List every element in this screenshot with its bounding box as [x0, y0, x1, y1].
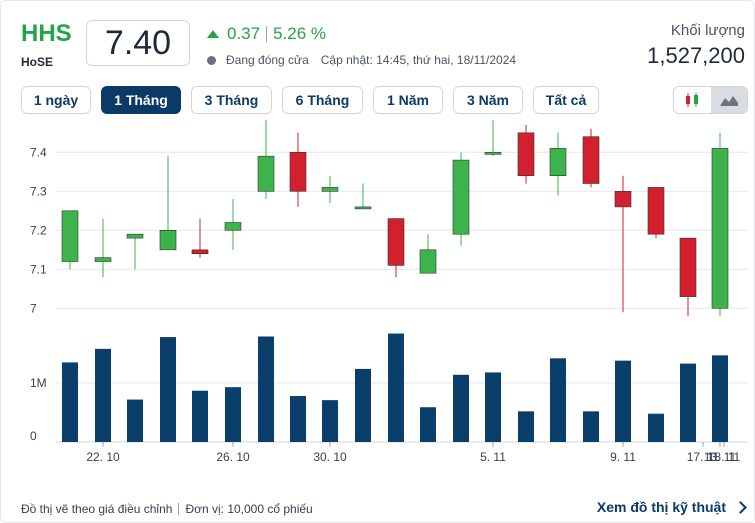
range-selector: 1 ngày 1 Tháng 3 Tháng 6 Tháng 1 Năm 3 N…: [21, 86, 599, 114]
candlestick-view-button[interactable]: [674, 87, 711, 113]
volume-bar: [583, 411, 599, 442]
volume-bar: [322, 400, 338, 442]
volume-tick-label: 0: [30, 429, 37, 443]
range-3-years-button[interactable]: 3 Năm: [453, 86, 523, 114]
status-text: Đang đóng cửa: [226, 53, 309, 67]
candle-body: [517, 132, 535, 177]
candle-body: [387, 218, 405, 266]
price-value: 7.40: [104, 23, 172, 62]
status-dot-icon: [207, 55, 216, 65]
price-tick-label: 7: [30, 301, 37, 315]
volume-bar: [680, 363, 696, 442]
candle-body: [94, 257, 112, 262]
price-tick-label: 7.2: [30, 223, 47, 237]
price-tick-label: 7.1: [30, 262, 47, 276]
exchange-label: HoSE: [21, 55, 54, 69]
volume-bar: [160, 337, 176, 442]
candle-body: [647, 187, 665, 235]
candle-body: [452, 159, 470, 235]
range-6-months-button[interactable]: 6 Tháng: [282, 86, 363, 114]
volume-bar: [550, 358, 566, 442]
unit-note: Đơn vị: 10,000 cổ phiếu: [185, 502, 313, 516]
price-change: 0.37 5.26 %: [207, 24, 326, 44]
volume-bar: [388, 333, 404, 442]
ticker-symbol: HHS: [21, 20, 72, 47]
divider: [266, 26, 268, 42]
area-chart-icon: [719, 96, 738, 106]
volume-value: 1,527,200: [647, 43, 745, 68]
x-tick-label: 5. 11: [480, 450, 506, 464]
volume-bar: [355, 368, 371, 442]
volume-bar: [95, 348, 111, 442]
volume-bar: [485, 372, 501, 442]
area-view-button[interactable]: [710, 87, 747, 113]
volume-bar: [420, 407, 436, 442]
range-1-year-button[interactable]: 1 Năm: [373, 86, 443, 114]
technical-chart-label: Xem đồ thị kỹ thuật: [596, 499, 726, 515]
candle-body: [679, 237, 697, 297]
change-percent: 5.26 %: [273, 24, 327, 43]
market-status: Đang đóng cửa Cập nhật: 14:45, thứ hai, …: [207, 53, 516, 67]
candle-body: [549, 148, 567, 176]
x-tick-label: 26. 10: [216, 450, 250, 464]
change-value: 0.37: [227, 24, 261, 43]
candle-body: [257, 155, 275, 192]
candle-body: [354, 206, 372, 210]
volume-bar: [127, 399, 143, 442]
range-all-button[interactable]: Tất cả: [533, 86, 599, 114]
x-tick-label: 22. 10: [86, 450, 120, 464]
candle-body: [159, 230, 177, 251]
volume-bar: [712, 355, 728, 442]
x-tick-label: 30. 10: [313, 450, 347, 464]
volume-bar: [615, 360, 631, 442]
x-tick-label: 9. 11: [610, 450, 636, 464]
candle-body: [614, 191, 632, 208]
updated-time: Cập nhật: 14:45, thứ hai, 18/11/2024: [320, 53, 517, 67]
chart-footnote: Đồ thị vẽ theo giá điều chỉnh Đơn vị: 10…: [21, 502, 313, 516]
candle-body: [289, 151, 307, 192]
candle-body: [711, 148, 729, 309]
volume-bar: [62, 362, 78, 442]
x-tick-label: 18. 11: [708, 450, 741, 464]
candlestick-icon: [686, 93, 699, 107]
triangle-up-icon: [207, 30, 219, 38]
candle-body: [321, 187, 339, 192]
volume-bar: [518, 411, 534, 442]
divider: [178, 503, 180, 515]
volume-tick-label: 1M: [30, 376, 47, 390]
x-tick-label: 13. 11: [704, 450, 737, 464]
volume-bar: [225, 387, 241, 442]
price-tick-label: 7.3: [30, 184, 47, 198]
volume-bar: [192, 390, 208, 442]
chart-type-toggle: [673, 86, 748, 114]
candle-body: [126, 233, 144, 239]
range-3-months-button[interactable]: 3 Tháng: [191, 86, 272, 114]
volume-bar: [453, 374, 469, 442]
candle-body: [419, 249, 437, 274]
price-chart[interactable]: 7 7.1 7.2 7.3 7.4 0 1M 22. 10 26. 10 30. 10 5. 11 9…: [0, 120, 755, 470]
price-tick-label: 7.4: [30, 145, 47, 159]
range-1-day-button[interactable]: 1 ngày: [21, 86, 91, 114]
candle-body: [582, 136, 600, 184]
technical-chart-link[interactable]: Xem đồ thị kỹ thuật: [596, 499, 747, 515]
volume-label: Khối lượng: [670, 22, 745, 39]
candle-body: [61, 210, 79, 262]
candle-body: [191, 249, 209, 255]
adjusted-price-note: Đồ thị vẽ theo giá điều chỉnh: [21, 502, 173, 516]
volume-bar: [290, 396, 306, 442]
volume-bar: [258, 336, 274, 442]
chevron-right-icon: [734, 500, 747, 514]
x-tick-label: 17. 11: [687, 450, 720, 464]
range-1-month-button[interactable]: 1 Tháng: [101, 86, 181, 114]
candle-body: [484, 151, 502, 155]
volume-bar: [648, 413, 664, 442]
candle-body: [224, 222, 242, 231]
current-price: 7.40: [86, 20, 190, 66]
